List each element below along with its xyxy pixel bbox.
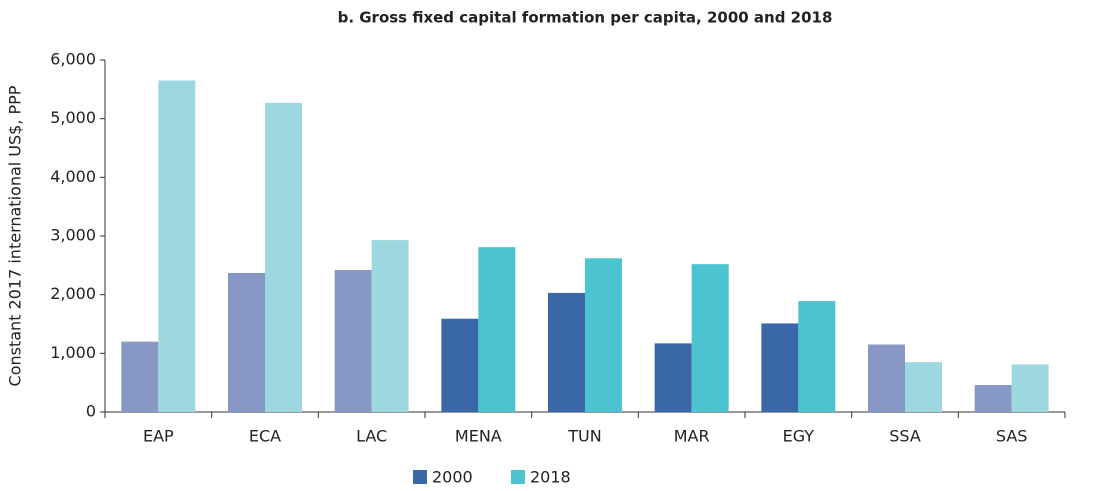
- bar: [654, 343, 692, 412]
- x-tick-label: EGY: [783, 427, 815, 446]
- bar: [691, 264, 729, 412]
- y-tick-label: 3,000: [50, 226, 96, 245]
- bar: [265, 102, 302, 413]
- bar: [761, 323, 799, 412]
- x-tick-label: MENA: [455, 427, 502, 446]
- bar: [905, 362, 942, 412]
- x-tick-label: EAP: [143, 427, 174, 446]
- bar: [798, 301, 836, 412]
- legend-label: 2018: [530, 468, 571, 487]
- x-tick-label: MAR: [674, 427, 710, 446]
- bar: [371, 240, 409, 412]
- y-tick-label: 1,000: [50, 343, 96, 362]
- bar: [228, 272, 265, 412]
- bar: [1011, 364, 1049, 412]
- x-tick-label: TUN: [567, 427, 601, 446]
- x-tick-label: LAC: [356, 427, 387, 446]
- bar: [868, 344, 905, 412]
- bar: [158, 80, 196, 413]
- x-tick-label: SSA: [889, 427, 921, 446]
- x-tick-label: ECA: [249, 427, 281, 446]
- y-tick-label: 4,000: [50, 167, 96, 186]
- bar: [585, 258, 622, 412]
- x-tick-label: SAS: [996, 427, 1028, 446]
- y-axis-label: Constant 2017 international US$, PPP: [6, 85, 25, 386]
- legend-label: 2000: [432, 468, 473, 487]
- y-tick-label: 6,000: [50, 50, 96, 69]
- bar: [121, 341, 159, 412]
- chart-title: b. Gross fixed capital formation per cap…: [338, 9, 833, 27]
- bar: [334, 270, 372, 412]
- bar: [478, 247, 516, 412]
- bar: [441, 318, 479, 412]
- y-tick-label: 0: [86, 402, 96, 421]
- y-tick-label: 2,000: [50, 284, 96, 303]
- legend-swatch: [413, 470, 427, 484]
- y-tick-label: 5,000: [50, 108, 96, 127]
- bar: [974, 385, 1012, 412]
- bar: [548, 292, 585, 412]
- legend-swatch: [511, 470, 525, 484]
